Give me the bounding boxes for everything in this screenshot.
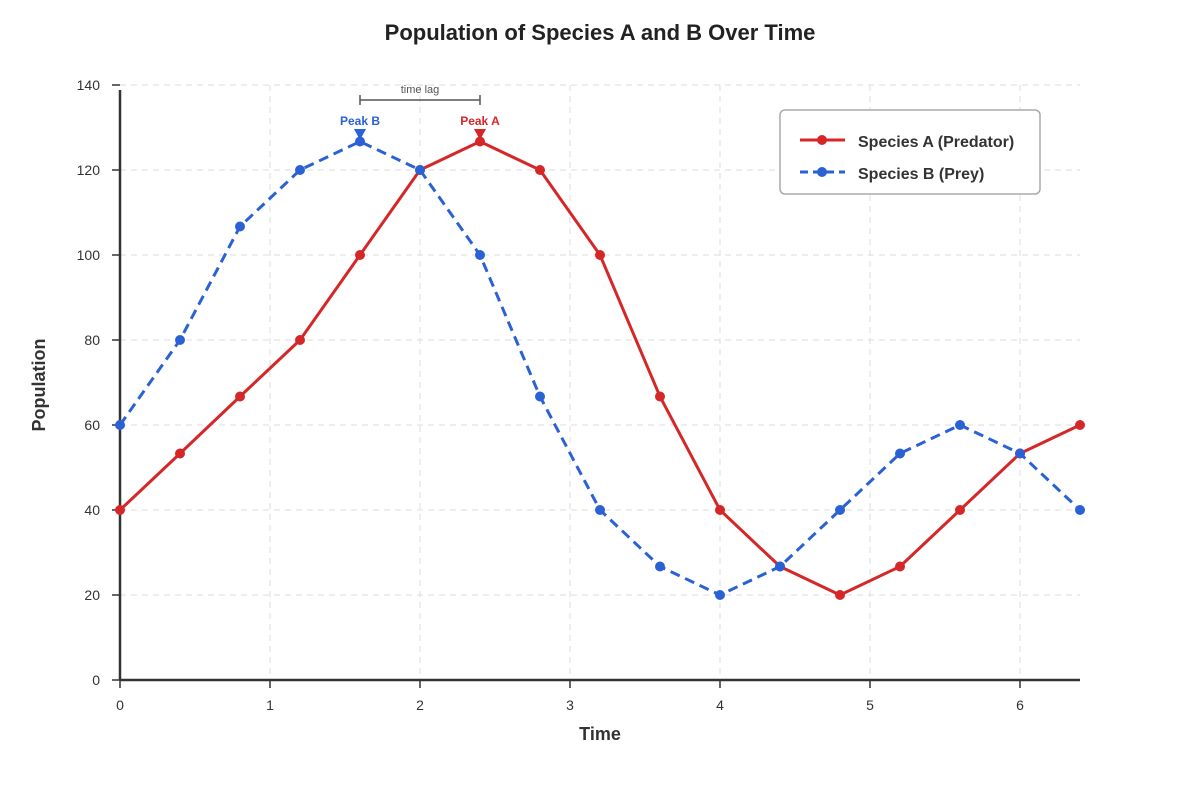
data-point-species-a [475, 136, 485, 147]
data-point-species-b [835, 505, 845, 515]
legend-label-species-b: Species B (Prey) [858, 166, 984, 183]
y-tick-label: 20 [84, 587, 100, 603]
x-tick-label: 3 [566, 697, 574, 713]
data-point-species-a [175, 448, 185, 459]
data-point-species-a [235, 391, 245, 402]
peak-b-marker [354, 129, 366, 140]
x-tick-label: 4 [716, 697, 724, 713]
data-point-species-a [715, 505, 725, 515]
data-point-species-b [475, 250, 485, 260]
y-tick-label: 80 [84, 332, 100, 348]
chart-title: Population of Species A and B Over Time [385, 20, 816, 45]
data-point-species-b [955, 420, 965, 430]
data-point-species-b [775, 561, 785, 572]
peak-a-label: Peak A [460, 114, 500, 128]
data-point-species-b [175, 335, 185, 345]
y-tick-label: 120 [77, 162, 101, 178]
legend-marker-species-a [817, 135, 827, 145]
y-tick-label: 0 [92, 672, 100, 688]
peak-a-marker [474, 129, 486, 140]
data-point-species-b [235, 221, 245, 232]
data-point-species-a [895, 561, 905, 572]
grid-layer [120, 84, 1080, 680]
data-point-species-a [295, 335, 305, 345]
data-point-species-a [955, 505, 965, 515]
data-point-species-b [115, 420, 125, 430]
data-point-species-a [595, 250, 605, 260]
series-line-species-a [118, 140, 1081, 597]
series-layer [115, 136, 1085, 600]
data-point-species-a [115, 505, 125, 515]
data-point-species-b [595, 505, 605, 515]
time-lag-label: time lag [401, 84, 440, 96]
legend-label-species-a: Species A (Predator) [858, 134, 1014, 151]
annotation-layer: Peak B Peak A time lag [340, 84, 500, 140]
y-tick-label: 60 [84, 417, 100, 433]
axes-layer: 0 20 40 60 80 100 120 140 0 1 2 3 4 5 6 [77, 77, 1080, 713]
data-point-species-a [655, 391, 665, 402]
data-point-species-a [835, 590, 845, 600]
series-line-species-b [118, 140, 1082, 597]
y-tick-label: 140 [77, 77, 101, 93]
x-tick-label: 6 [1016, 697, 1024, 713]
x-tick-label: 1 [266, 697, 274, 713]
data-point-species-b [295, 165, 305, 175]
data-point-species-b [415, 165, 425, 175]
data-point-species-b [535, 391, 545, 402]
x-tick-label: 5 [866, 697, 874, 713]
peak-b-label: Peak B [340, 114, 380, 128]
data-point-species-b [895, 448, 905, 459]
data-point-species-b [715, 590, 725, 600]
x-tick-label: 0 [116, 697, 124, 713]
y-axis-label: Population [29, 339, 49, 432]
x-tick-label: 2 [416, 697, 424, 713]
data-point-species-b [1075, 505, 1085, 515]
data-point-species-b [655, 561, 665, 572]
legend: Species A (Predator) Species B (Prey) [779, 109, 1041, 195]
y-tick-label: 40 [84, 502, 100, 518]
y-tick-label: 100 [77, 247, 101, 263]
x-axis-label: Time [579, 724, 621, 744]
data-point-species-a [1075, 420, 1085, 430]
legend-marker-species-b [817, 167, 827, 177]
data-point-species-b [355, 136, 365, 147]
data-point-species-a [535, 165, 545, 175]
data-point-species-a [355, 250, 365, 260]
data-point-species-b [1015, 448, 1025, 459]
